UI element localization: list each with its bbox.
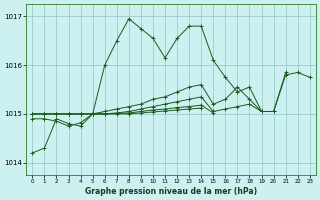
X-axis label: Graphe pression niveau de la mer (hPa): Graphe pression niveau de la mer (hPa)	[85, 187, 257, 196]
